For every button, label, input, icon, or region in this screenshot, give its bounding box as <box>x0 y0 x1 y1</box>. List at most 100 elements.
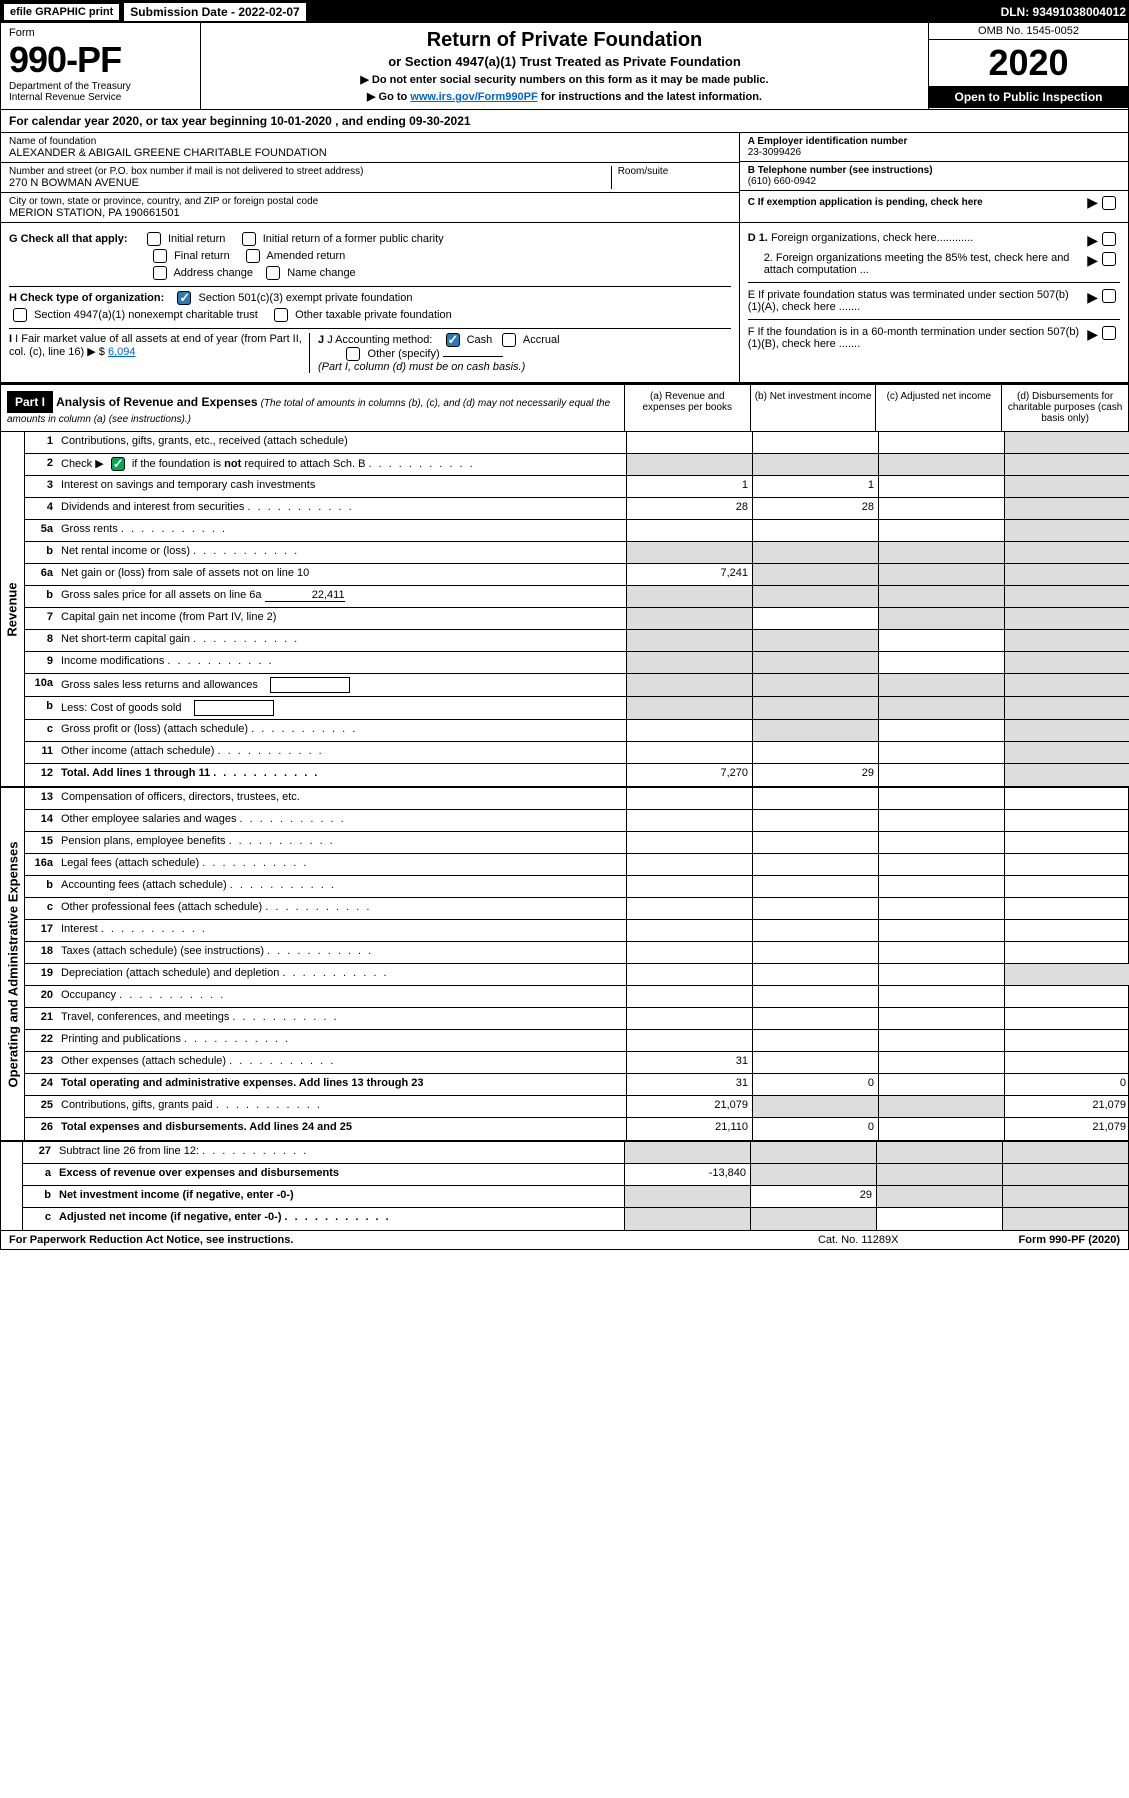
revenue-side-label: Revenue <box>1 432 25 786</box>
cell-b: 29 <box>752 764 878 786</box>
row-label: Printing and publications <box>57 1030 626 1051</box>
cell-c <box>878 1074 1004 1095</box>
cell-c <box>878 810 1004 831</box>
row-number: 8 <box>25 630 57 651</box>
other-taxable-checkbox[interactable] <box>274 308 288 322</box>
row-number: 22 <box>25 1030 57 1051</box>
dept-treasury: Department of the Treasury <box>9 81 192 92</box>
row-label: Gross sales price for all assets on line… <box>57 586 626 607</box>
other-method-checkbox[interactable] <box>346 347 360 361</box>
open-public: Open to Public Inspection <box>929 86 1128 108</box>
e-checkbox[interactable] <box>1102 289 1116 303</box>
row-number: 4 <box>25 498 57 519</box>
initial-former-checkbox[interactable] <box>242 232 256 246</box>
submission-date: Submission Date - 2022-02-07 <box>124 3 305 21</box>
4947-checkbox[interactable] <box>13 308 27 322</box>
name-change-checkbox[interactable] <box>266 266 280 280</box>
table-row: aExcess of revenue over expenses and dis… <box>23 1164 1128 1186</box>
form-header: Form 990-PF Department of the Treasury I… <box>1 23 1128 110</box>
form990pf-link[interactable]: www.irs.gov/Form990PF <box>410 91 537 103</box>
cell-d <box>1004 720 1129 741</box>
cell-c <box>878 942 1004 963</box>
d2-checkbox[interactable] <box>1102 252 1116 266</box>
cell-b <box>752 810 878 831</box>
row-number: 17 <box>25 920 57 941</box>
form-page: efile GRAPHIC print Submission Date - 20… <box>0 0 1129 1250</box>
row-label: Capital gain net income (from Part IV, l… <box>57 608 626 629</box>
row-number: 27 <box>23 1142 55 1163</box>
foundation-city: MERION STATION, PA 190661501 <box>9 207 731 219</box>
cell-b: 28 <box>752 498 878 519</box>
cell-a <box>626 742 752 763</box>
cell-d: 21,079 <box>1004 1118 1129 1140</box>
cell-b <box>752 564 878 585</box>
501c3-checkbox[interactable] <box>177 291 191 305</box>
schb-checkbox[interactable] <box>111 457 125 471</box>
row-label: Pension plans, employee benefits <box>57 832 626 853</box>
table-row: bGross sales price for all assets on lin… <box>25 586 1129 608</box>
cell-a: 1 <box>626 476 752 497</box>
cell-d <box>1004 630 1129 651</box>
phone-value: (610) 660-0942 <box>748 176 1120 187</box>
cell-b: 0 <box>752 1074 878 1095</box>
cell-a: 7,270 <box>626 764 752 786</box>
row-number: 2 <box>25 454 57 475</box>
cell-b <box>752 454 878 475</box>
accrual-checkbox[interactable] <box>502 333 516 347</box>
row-number: 13 <box>25 788 57 809</box>
check-section: G Check all that apply: Initial return I… <box>1 223 1128 383</box>
cell-c <box>878 920 1004 941</box>
row-number: 7 <box>25 608 57 629</box>
row-number: 14 <box>25 810 57 831</box>
cell-d: 21,079 <box>1004 1096 1129 1117</box>
efile-button[interactable]: efile GRAPHIC print <box>3 3 120 21</box>
cash-checkbox[interactable] <box>446 333 460 347</box>
cell-a: 7,241 <box>626 564 752 585</box>
g-row: G Check all that apply: Initial return I… <box>9 232 731 246</box>
cell-c <box>878 520 1004 541</box>
cell-b <box>752 674 878 696</box>
row-label: Depreciation (attach schedule) and deple… <box>57 964 626 985</box>
cell-b <box>752 652 878 673</box>
foundation-address: 270 N BOWMAN AVENUE <box>9 177 611 189</box>
header-right: OMB No. 1545-0052 2020 Open to Public In… <box>928 23 1128 109</box>
cell-a <box>626 832 752 853</box>
address-change-checkbox[interactable] <box>153 266 167 280</box>
top-bar: efile GRAPHIC print Submission Date - 20… <box>1 1 1128 23</box>
row-label: Taxes (attach schedule) (see instruction… <box>57 942 626 963</box>
cell-d <box>1004 898 1129 919</box>
cell-c <box>878 674 1004 696</box>
cell-b <box>752 964 878 985</box>
amended-return-checkbox[interactable] <box>246 249 260 263</box>
cell-d <box>1004 674 1129 696</box>
final-return-checkbox[interactable] <box>153 249 167 263</box>
table-row: 4Dividends and interest from securities … <box>25 498 1129 520</box>
row-number: 15 <box>25 832 57 853</box>
d1-checkbox[interactable] <box>1102 232 1116 246</box>
cell-d <box>1004 942 1129 963</box>
phone-label: B Telephone number (see instructions) <box>748 165 1120 176</box>
cell-a <box>626 788 752 809</box>
row-number: 5a <box>25 520 57 541</box>
cell-c <box>878 586 1004 607</box>
row-label: Subtract line 26 from line 12: <box>55 1142 624 1163</box>
exemption-checkbox[interactable] <box>1102 196 1116 210</box>
fmv-link[interactable]: 6,094 <box>108 346 136 358</box>
row-label: Occupancy <box>57 986 626 1007</box>
cell-d <box>1004 476 1129 497</box>
initial-return-checkbox[interactable] <box>147 232 161 246</box>
row-label: Travel, conferences, and meetings <box>57 1008 626 1029</box>
row-label: Other expenses (attach schedule) <box>57 1052 626 1073</box>
cell-d <box>1004 1008 1129 1029</box>
cell-d <box>1004 832 1129 853</box>
header-center: Return of Private Foundation or Section … <box>201 23 928 109</box>
row-label: Compensation of officers, directors, tru… <box>57 788 626 809</box>
cell-c <box>878 788 1004 809</box>
cell-b <box>752 608 878 629</box>
f-checkbox[interactable] <box>1102 326 1116 340</box>
table-row: 12Total. Add lines 1 through 11 7,27029 <box>25 764 1129 786</box>
row-number: 1 <box>25 432 57 453</box>
table-row: 10aGross sales less returns and allowanc… <box>25 674 1129 697</box>
footer: For Paperwork Reduction Act Notice, see … <box>1 1230 1128 1249</box>
cell-b <box>752 788 878 809</box>
